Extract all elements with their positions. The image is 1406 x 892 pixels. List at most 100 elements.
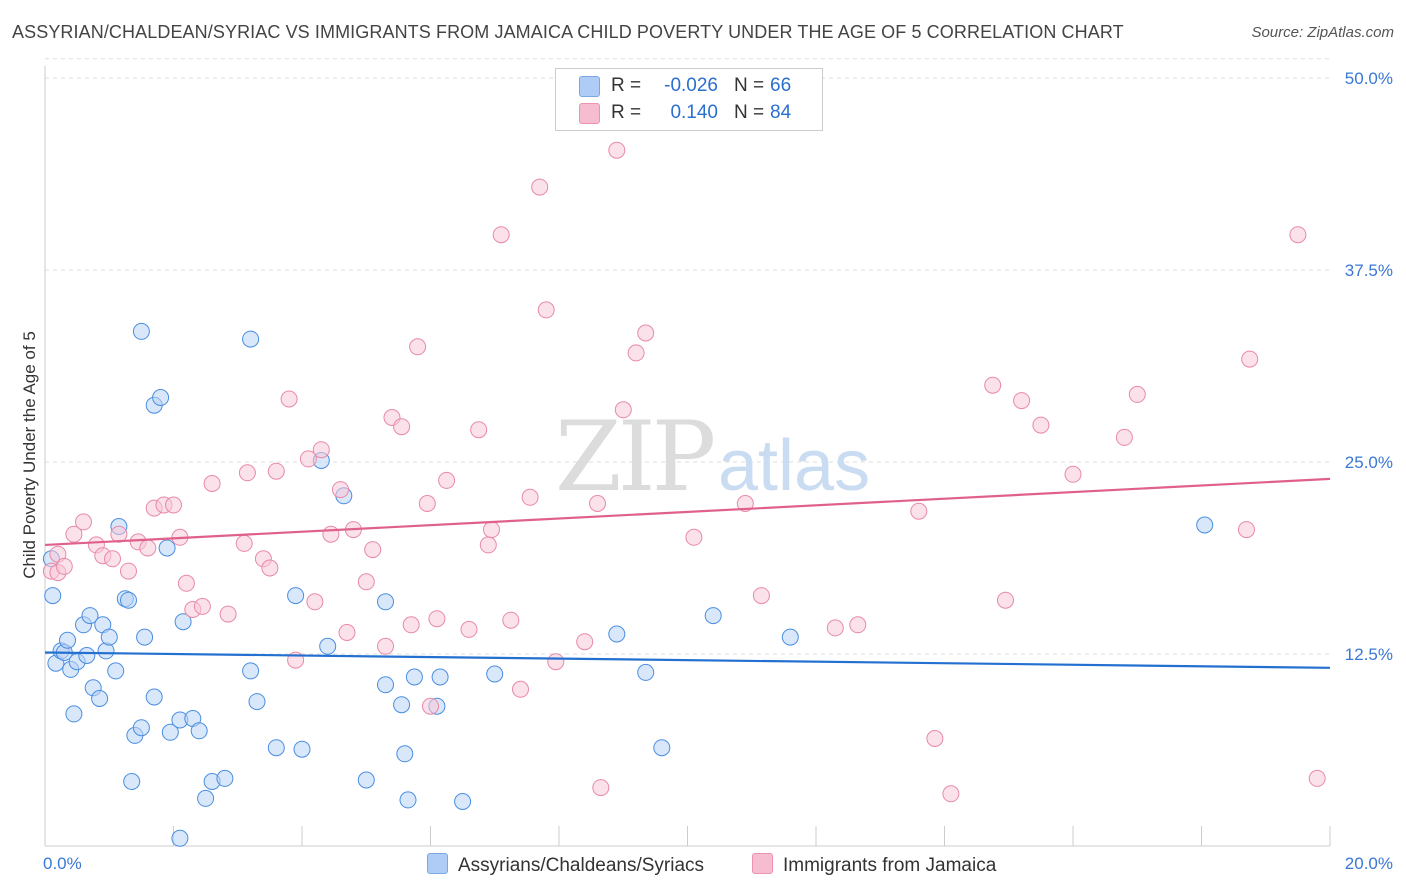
data-point xyxy=(267,462,285,480)
legend-swatch-pink xyxy=(579,103,600,124)
series-jamaica-points xyxy=(42,141,1326,803)
data-point xyxy=(393,418,411,436)
data-point xyxy=(75,513,92,531)
data-point xyxy=(81,607,99,625)
legend-n-value: 84 xyxy=(770,102,792,123)
data-point xyxy=(161,723,179,741)
data-point xyxy=(107,662,125,680)
axes xyxy=(44,66,1331,847)
data-point xyxy=(97,642,115,660)
data-point xyxy=(826,619,844,637)
data-point xyxy=(402,616,420,634)
data-point xyxy=(136,628,154,646)
legend-r-label: R = xyxy=(611,75,642,96)
data-point xyxy=(104,550,121,568)
data-point xyxy=(91,690,109,707)
x-tick-label: 0.0% xyxy=(43,854,82,873)
tick-labels: 12.5% 25.0% 37.5% 50.0% 0.0% 20.0% xyxy=(43,69,1393,873)
data-point xyxy=(1032,416,1050,434)
data-point xyxy=(396,745,414,763)
data-point xyxy=(418,495,436,512)
data-point xyxy=(637,324,655,342)
data-point xyxy=(486,665,504,683)
y-tick-label: 12.5% xyxy=(1345,645,1393,664)
data-point xyxy=(261,559,279,577)
data-point xyxy=(293,740,311,758)
trend-line xyxy=(44,651,1331,669)
data-point xyxy=(454,793,472,810)
data-point xyxy=(1238,521,1255,539)
data-point xyxy=(685,528,703,546)
legend-r-value: 0.140 xyxy=(670,102,718,123)
data-point xyxy=(479,536,497,554)
data-point xyxy=(193,597,211,615)
correlation-legend: R = -0.026 N = 66 R = 0.140 N = 84 xyxy=(555,68,823,131)
legend-row-assyrians: R = -0.026 N = 66 xyxy=(556,73,822,99)
data-point xyxy=(399,791,417,809)
data-point xyxy=(322,525,340,543)
data-point xyxy=(653,739,671,757)
data-point xyxy=(1128,385,1146,403)
data-point xyxy=(736,495,754,512)
data-point xyxy=(174,613,192,631)
data-point xyxy=(926,730,944,747)
data-point xyxy=(177,574,195,592)
data-point xyxy=(197,789,215,807)
series-assyrians-points xyxy=(42,322,1214,847)
data-point xyxy=(78,647,96,664)
data-point xyxy=(364,541,382,559)
data-point xyxy=(637,663,655,681)
data-point xyxy=(132,322,150,340)
data-point xyxy=(145,688,163,706)
data-point xyxy=(165,496,182,514)
data-point xyxy=(627,344,645,362)
data-point xyxy=(704,607,722,625)
watermark: ZIP atlas xyxy=(555,401,870,513)
data-point xyxy=(152,389,170,406)
data-point xyxy=(100,628,118,646)
legend-r-value: -0.026 xyxy=(664,75,718,96)
x-tick-label: 20.0% xyxy=(1345,854,1393,873)
data-point xyxy=(1115,428,1133,446)
legend-row-jamaica: R = 0.140 N = 84 xyxy=(556,100,822,126)
data-point xyxy=(267,739,285,757)
data-point xyxy=(357,771,375,789)
data-point xyxy=(537,301,555,319)
data-point xyxy=(65,705,83,723)
legend-swatch-blue xyxy=(427,853,448,874)
data-point xyxy=(190,722,208,740)
legend-swatch-blue xyxy=(579,76,600,97)
data-point xyxy=(431,668,449,686)
data-point xyxy=(306,593,324,611)
svg-text:atlas: atlas xyxy=(718,426,870,506)
data-point xyxy=(216,769,234,787)
svg-text:ZIP: ZIP xyxy=(555,401,714,513)
legend-swatch-pink xyxy=(752,853,773,874)
data-point xyxy=(984,376,1002,394)
y-tick-label: 50.0% xyxy=(1345,69,1393,88)
data-point xyxy=(1064,465,1082,483)
data-point xyxy=(438,471,456,489)
data-point xyxy=(55,557,73,575)
data-point xyxy=(997,591,1014,609)
chart-title: ASSYRIAN/CHALDEAN/SYRIAC VS IMMIGRANTS F… xyxy=(12,22,1124,42)
data-point xyxy=(608,141,626,159)
legend-label: Assyrians/Chaldeans/Syriacs xyxy=(458,855,705,876)
data-point xyxy=(942,785,960,803)
data-point xyxy=(280,390,298,408)
data-point xyxy=(248,693,266,711)
data-point xyxy=(608,625,626,643)
data-point xyxy=(910,502,928,520)
legend-item-assyrians[interactable]: Assyrians/Chaldeans/Syriacs xyxy=(427,853,704,877)
legend-item-jamaica[interactable]: Immigrants from Jamaica xyxy=(752,853,996,877)
legend-n-label: N = xyxy=(734,102,765,123)
data-point xyxy=(319,637,337,655)
source-label: Source: ZipAtlas.com xyxy=(1251,24,1394,41)
data-point xyxy=(521,488,539,506)
data-point xyxy=(752,587,770,605)
data-point xyxy=(59,631,76,649)
data-point xyxy=(592,779,610,797)
data-point xyxy=(139,539,157,557)
data-point xyxy=(1289,226,1307,244)
